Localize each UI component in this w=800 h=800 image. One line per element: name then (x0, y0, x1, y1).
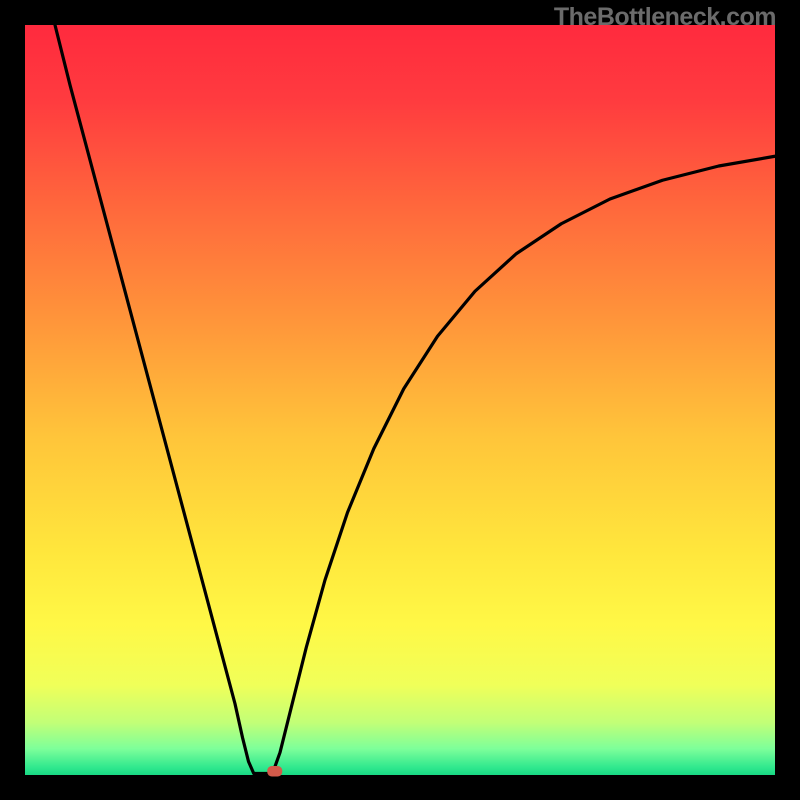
chart-frame: TheBottleneck.com (0, 0, 800, 800)
watermark-text: TheBottleneck.com (554, 3, 776, 32)
chart-svg (0, 0, 800, 800)
plot-background (25, 25, 775, 775)
minimum-marker (267, 766, 282, 777)
